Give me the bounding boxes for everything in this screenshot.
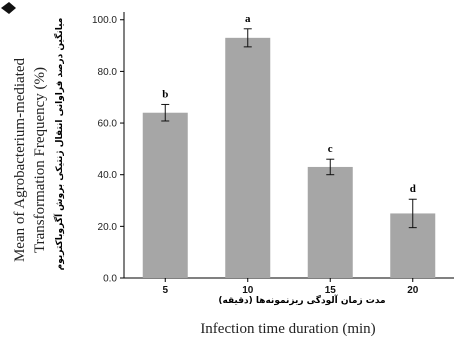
- x-tick-label: 5: [162, 285, 168, 296]
- x-ticks: 5 10 15 20: [162, 278, 419, 296]
- y-axis-label-persian: میانگین درصد فراوانی انتقال ژنتیکی بروش …: [53, 18, 65, 271]
- x-axis-label-persian: مدت زمان آلودگی ریزنمونه‌ها (دقیقه): [218, 294, 385, 306]
- x-tick-label: 15: [325, 285, 337, 296]
- significance-letter: c: [328, 143, 333, 155]
- bar: [307, 166, 353, 278]
- bar: [142, 112, 188, 278]
- y-axis-label-line2: Transformation Frequency (%): [32, 67, 48, 253]
- y-tick-label: 40.0: [98, 170, 118, 181]
- y-axis-label-line1: Mean of Agrobacterium-mediated: [12, 57, 28, 262]
- x-tick-label: 20: [407, 285, 419, 296]
- corner-logo-icon: [1, 2, 16, 14]
- y-ticks: 0.0 20.0 40.0 60.0 80.0 100.0: [92, 15, 124, 285]
- x-tick-label: 10: [242, 285, 254, 296]
- significance-letter: a: [245, 13, 251, 25]
- x-axis-label: Infection time duration (min): [200, 321, 375, 337]
- y-tick-label: 80.0: [98, 67, 118, 78]
- significance-letter: b: [162, 88, 168, 100]
- bars: b a c d: [142, 13, 436, 278]
- significance-letter: d: [410, 183, 416, 195]
- y-tick-label: 100.0: [92, 15, 117, 26]
- y-tick-label: 0.0: [103, 274, 117, 285]
- bar: [225, 37, 271, 278]
- y-tick-label: 60.0: [98, 119, 118, 130]
- y-tick-label: 20.0: [98, 222, 118, 233]
